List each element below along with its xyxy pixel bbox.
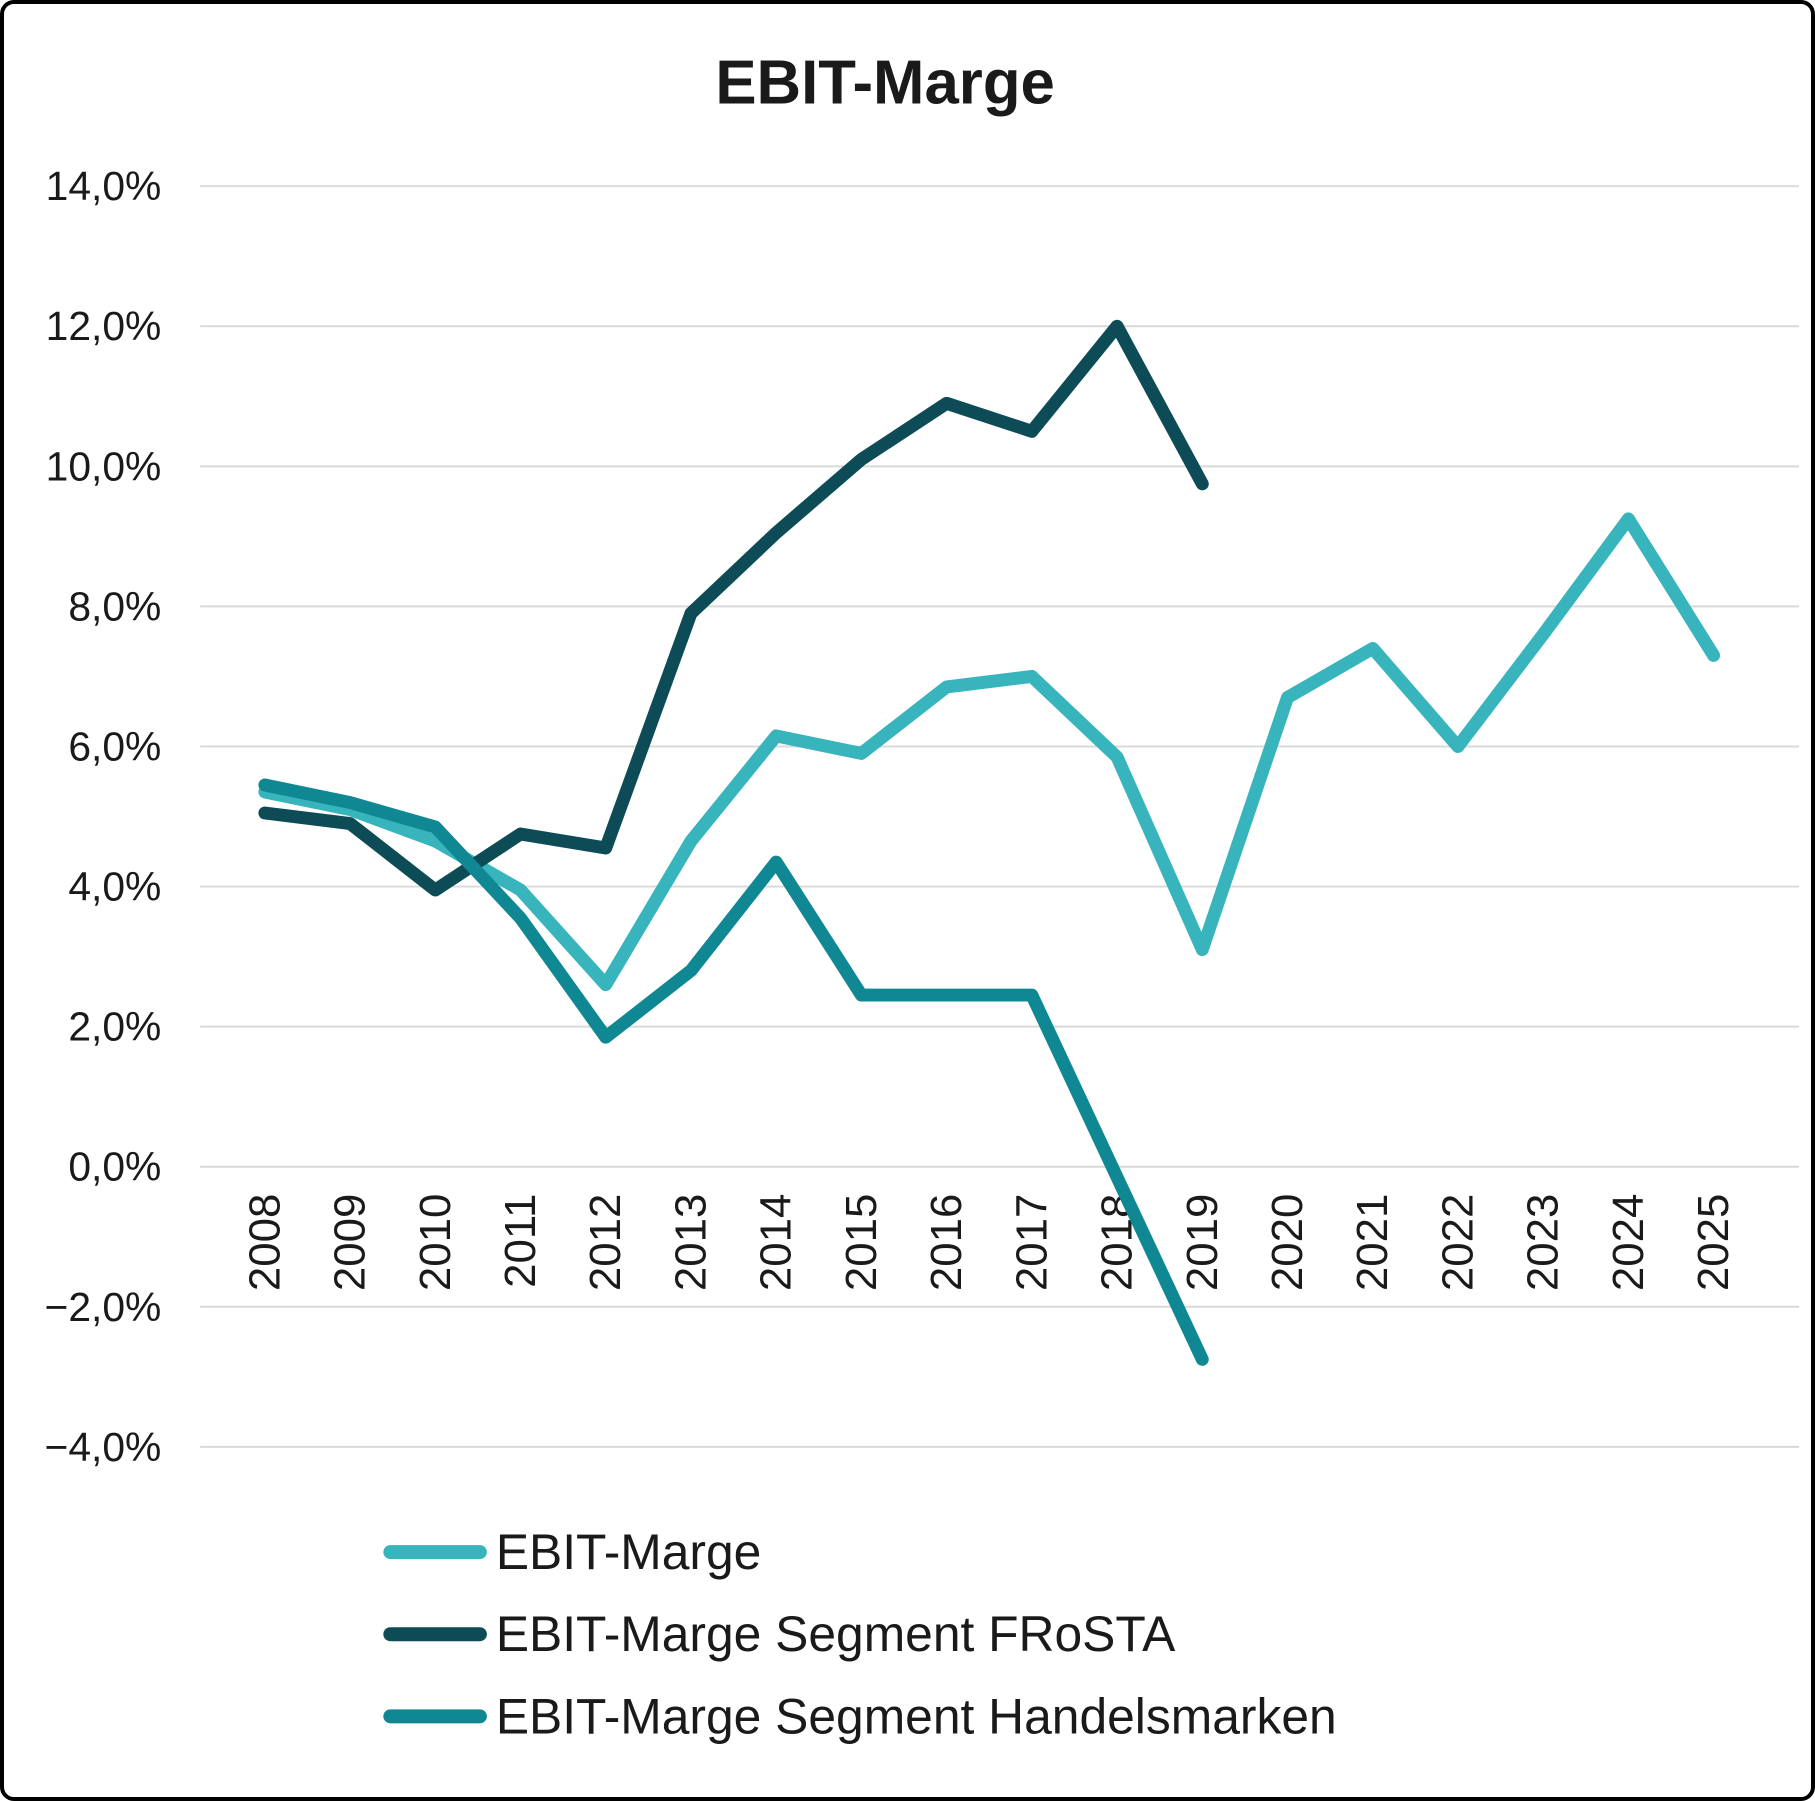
legend: EBIT-Marge EBIT-Marge Segment FRoSTA EBIT-…	[383, 1524, 1337, 1744]
x-axis-label: 2020	[1263, 1194, 1312, 1291]
series-line-segment-frosta	[258, 319, 1209, 897]
y-axis-label: 0,0%	[68, 1144, 161, 1190]
gridlines	[200, 185, 1800, 1448]
series-lines	[258, 319, 1721, 1366]
chart-canvas: 14,0% 12,0% 10,0% 8,0% 6,0% 4,0% 2,0% 0,0% −2,0%…	[45, 49, 1800, 1744]
x-axis-label: 2025	[1689, 1194, 1738, 1291]
series-line-ebit-marge	[258, 512, 1721, 992]
x-axis-label: 2012	[581, 1194, 630, 1291]
x-axis-label: 2009	[326, 1194, 375, 1291]
x-axis-label: 2008	[240, 1194, 289, 1291]
chart-title: EBIT-Marge	[715, 49, 1055, 118]
y-axis-label: 12,0%	[46, 303, 162, 349]
x-axis-label: 2011	[496, 1194, 545, 1288]
x-axis-label: 2015	[837, 1194, 886, 1291]
x-axis-label: 2017	[1007, 1194, 1056, 1291]
series-line-segment-handelsmarken	[258, 778, 1209, 1366]
legend-label-2: EBIT-Marge Segment Handelsmarken	[496, 1688, 1337, 1744]
x-axis-label: 2013	[666, 1194, 715, 1291]
y-axis-labels: 14,0% 12,0% 10,0% 8,0% 6,0% 4,0% 2,0% 0,0% −2,0%…	[45, 163, 162, 1470]
y-axis-label: 4,0%	[68, 864, 161, 910]
y-axis-label: 10,0%	[46, 443, 162, 489]
y-axis-label: −2,0%	[45, 1284, 162, 1330]
y-axis-label: 14,0%	[46, 163, 162, 209]
y-axis-label: 8,0%	[68, 583, 161, 629]
x-axis-label: 2010	[411, 1194, 460, 1291]
x-axis-label: 2016	[922, 1194, 971, 1291]
x-axis-label: 2022	[1433, 1194, 1482, 1291]
y-axis-label: 6,0%	[68, 723, 161, 769]
y-axis-label: −4,0%	[45, 1424, 162, 1470]
x-axis-label: 2023	[1519, 1194, 1568, 1291]
legend-label-0: EBIT-Marge	[496, 1524, 761, 1580]
x-axis-labels: 2008 2009 2010 2011 2012 2013 2014 2015 2016 2017…	[240, 1194, 1738, 1291]
x-axis-label: 2024	[1604, 1194, 1653, 1291]
x-axis-label: 2019	[1178, 1194, 1227, 1291]
x-axis-label: 2014	[752, 1194, 801, 1291]
legend-label-1: EBIT-Marge Segment FRoSTA	[496, 1606, 1176, 1662]
x-axis-label: 2021	[1348, 1194, 1397, 1291]
y-axis-label: 2,0%	[68, 1004, 161, 1050]
